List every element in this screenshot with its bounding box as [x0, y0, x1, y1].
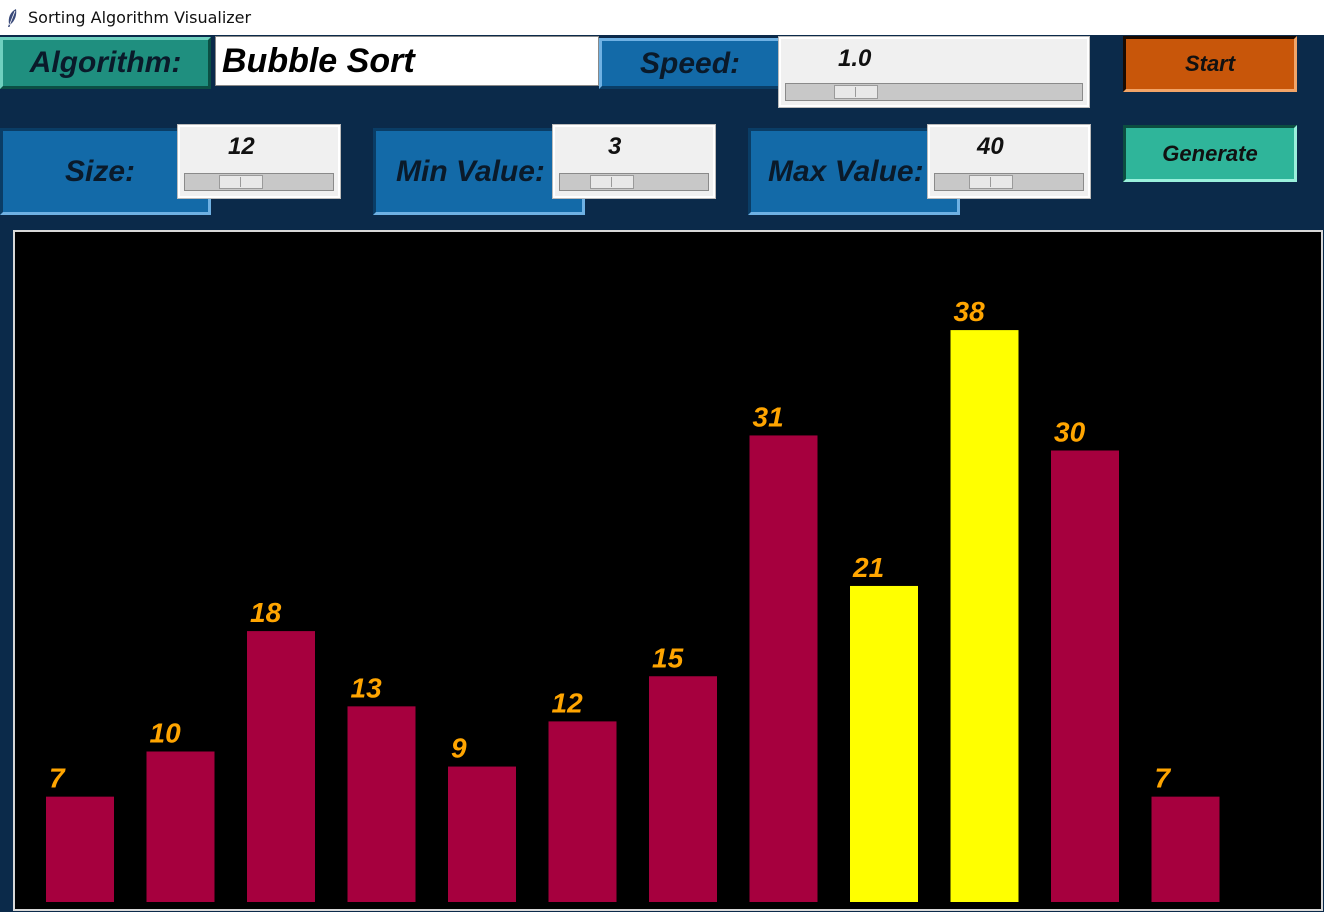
bar-value-label: 30	[1054, 417, 1086, 448]
bar	[247, 631, 315, 902]
bar	[649, 676, 717, 902]
min-value-slider-value: 3	[608, 133, 622, 160]
bar-value-label: 38	[954, 296, 986, 327]
bar-value-label: 12	[552, 687, 584, 718]
max-value-slider-trough[interactable]	[934, 173, 1084, 191]
speed-slider-thumb[interactable]	[834, 85, 878, 99]
max-value-slider-value: 40	[977, 133, 1004, 160]
bar-value-label: 31	[753, 401, 784, 432]
bar-value-label: 7	[1155, 763, 1172, 794]
start-button[interactable]: Start	[1123, 36, 1297, 92]
bar-chart: 7 10 18 13 9 12 15 31 21 38 30 7	[46, 296, 1220, 903]
min-value-slider[interactable]: 3	[552, 124, 716, 199]
bar-value-label: 9	[451, 733, 467, 764]
min-value-slider-thumb[interactable]	[590, 175, 634, 189]
min-value-slider-trough[interactable]	[559, 173, 709, 191]
feather-icon	[8, 8, 17, 27]
bar-value-label: 10	[150, 718, 182, 749]
bar	[347, 706, 416, 902]
bar-value-label: 21	[852, 552, 884, 583]
min-value-label: Min Value:	[373, 128, 585, 215]
bar-canvas: 7 10 18 13 9 12 15 31 21 38 30 7	[13, 230, 1323, 911]
bar	[1151, 796, 1220, 902]
bar-value-label: 18	[250, 597, 282, 628]
bar-value-label: 7	[49, 763, 66, 794]
speed-slider[interactable]: 1.0	[778, 36, 1090, 108]
max-value-label: Max Value:	[748, 128, 960, 215]
generate-button[interactable]: Generate	[1123, 125, 1297, 182]
bar	[146, 751, 215, 902]
size-slider-thumb[interactable]	[219, 175, 263, 189]
bar	[749, 435, 818, 902]
bar-value-label: 15	[652, 642, 684, 673]
size-label: Size:	[0, 128, 211, 215]
bar	[548, 721, 617, 902]
bar	[46, 796, 114, 902]
bar	[448, 766, 516, 902]
algorithm-input[interactable]: Bubble Sort	[215, 36, 599, 86]
bar-value-label: 13	[351, 672, 383, 703]
window-title: Sorting Algorithm Visualizer	[28, 8, 252, 27]
max-value-slider[interactable]: 40	[927, 124, 1091, 199]
max-value-slider-thumb[interactable]	[969, 175, 1013, 189]
bar	[850, 585, 918, 902]
size-slider-trough[interactable]	[184, 173, 334, 191]
size-slider[interactable]: 12	[177, 124, 341, 199]
size-slider-value: 12	[228, 133, 255, 160]
algorithm-label: Algorithm:	[0, 37, 211, 89]
title-bar: Sorting Algorithm Visualizer	[0, 0, 1324, 35]
speed-label: Speed:	[599, 38, 781, 89]
app-body: Algorithm: Bubble Sort Speed: 1.0 Start …	[0, 35, 1324, 912]
bar	[1051, 450, 1119, 902]
speed-slider-value: 1.0	[838, 45, 872, 72]
speed-slider-trough[interactable]	[785, 83, 1083, 101]
bar	[950, 330, 1019, 903]
